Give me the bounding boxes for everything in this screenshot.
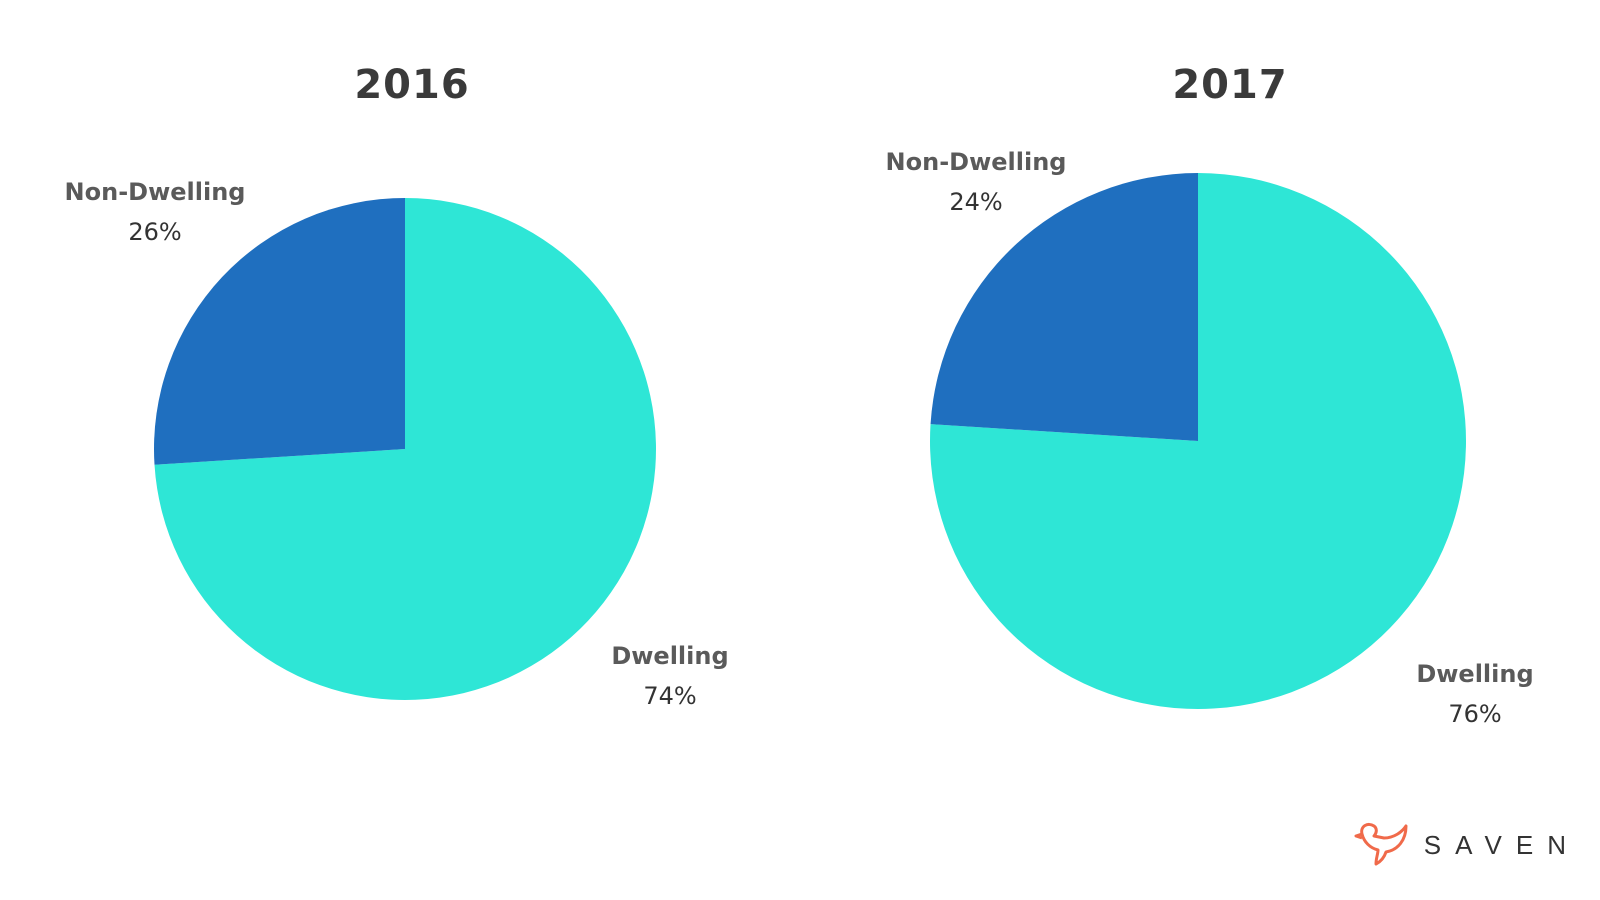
slice-label-2016-non-dwelling: Non-Dwelling 26% [45,172,265,252]
slice-label-2017-dwelling: Dwelling 76% [1365,654,1585,734]
brand-name: SAVEN [1423,829,1580,860]
chart-title-2016: 2016 [354,62,470,108]
pie-slice-2016-non-dwelling [153,198,405,465]
slice-percent: 24% [949,188,1003,216]
slice-percent: 76% [1448,700,1502,728]
slice-name: Dwelling [1416,660,1534,688]
slice-percent: 26% [128,218,182,246]
slice-name: Dwelling [611,642,729,670]
pie-slice-2017-non-dwelling [930,172,1198,441]
chart-title-2017: 2017 [1172,62,1288,108]
pie-slice-2016-dwelling [154,198,656,700]
slice-name: Non-Dwelling [64,178,246,206]
slice-percent: 74% [643,682,697,710]
bird-icon [1354,820,1410,870]
brand-logo: SAVEN [1354,820,1580,870]
slice-name: Non-Dwelling [885,148,1067,176]
slice-label-2016-dwelling: Dwelling 74% [560,636,780,716]
slice-label-2017-non-dwelling: Non-Dwelling 24% [866,142,1086,222]
